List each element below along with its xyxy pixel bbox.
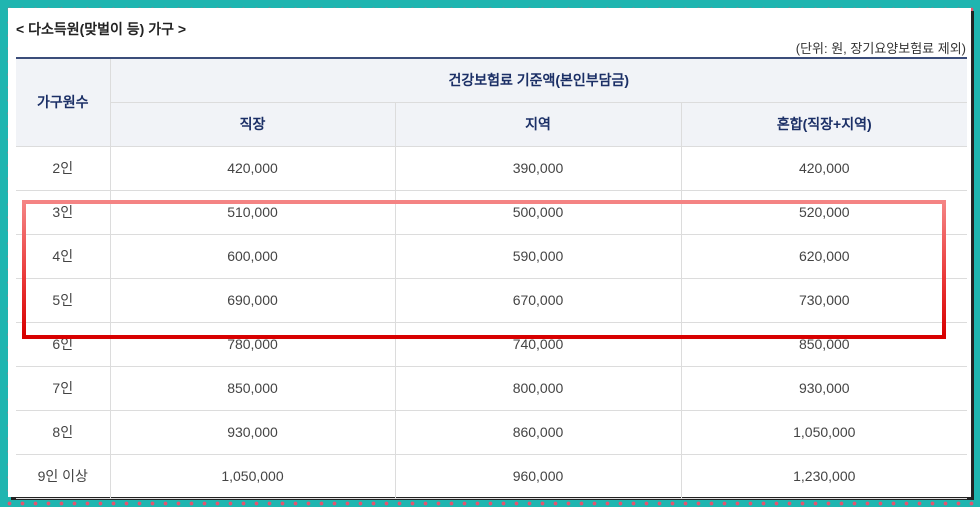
cell-household-size: 6인 [16, 322, 111, 367]
cell-household-size: 3인 [16, 190, 111, 235]
cell-region: 960,000 [395, 454, 682, 499]
cell-region: 860,000 [395, 410, 682, 455]
cell-workplace: 600,000 [110, 234, 396, 279]
page-title: < 다소득원(맞벌이 등) 가구 > [16, 21, 187, 37]
cell-household-size: 4인 [16, 234, 111, 279]
cell-workplace: 850,000 [110, 366, 396, 411]
cell-household-size: 8인 [16, 410, 111, 455]
cell-household-size: 2인 [16, 146, 111, 191]
cell-workplace: 420,000 [110, 146, 396, 191]
cell-region: 590,000 [395, 234, 682, 279]
cell-mixed: 730,000 [681, 278, 968, 323]
unit-note: (단위: 원, 장기요양보험료 제외) [795, 41, 966, 56]
premium-table: 가구원수 건강보험료 기준액(본인부담금) 직장 지역 혼합(직장+지역) 2인… [16, 59, 968, 499]
cell-region: 800,000 [395, 366, 682, 411]
cell-mixed: 420,000 [681, 146, 968, 191]
table-row: 9인 이상 1,050,000 960,000 1,230,000 [16, 454, 968, 499]
cell-mixed: 520,000 [681, 190, 968, 235]
cell-mixed: 1,230,000 [681, 454, 968, 499]
table-row: 5인 690,000 670,000 730,000 [16, 278, 968, 323]
cell-mixed: 1,050,000 [681, 410, 968, 455]
header-region: 지역 [395, 102, 682, 147]
header-mixed: 혼합(직장+지역) [681, 102, 968, 147]
cell-workplace: 780,000 [110, 322, 396, 367]
cell-household-size: 9인 이상 [16, 454, 111, 499]
cell-household-size: 5인 [16, 278, 111, 323]
header-workplace: 직장 [110, 102, 396, 147]
content-card: < 다소득원(맞벌이 등) 가구 > (단위: 원, 장기요양보험료 제외) 가… [8, 8, 971, 499]
header-premium-group: 건강보험료 기준액(본인부담금) [110, 59, 968, 103]
cell-region: 390,000 [395, 146, 682, 191]
header-divider [16, 57, 967, 59]
header-household-size: 가구원수 [16, 59, 111, 147]
table-row: 8인 930,000 860,000 1,050,000 [16, 410, 968, 455]
cell-workplace: 690,000 [110, 278, 396, 323]
cell-household-size: 7인 [16, 366, 111, 411]
cell-workplace: 510,000 [110, 190, 396, 235]
cell-mixed: 850,000 [681, 322, 968, 367]
cell-region: 740,000 [395, 322, 682, 367]
table-row: 4인 600,000 590,000 620,000 [16, 234, 968, 279]
table-row: 6인 780,000 740,000 850,000 [16, 322, 968, 367]
cell-workplace: 930,000 [110, 410, 396, 455]
table-row: 7인 850,000 800,000 930,000 [16, 366, 968, 411]
cell-workplace: 1,050,000 [110, 454, 396, 499]
cell-mixed: 930,000 [681, 366, 968, 411]
cell-mixed: 620,000 [681, 234, 968, 279]
table-row: 3인 510,000 500,000 520,000 [16, 190, 968, 235]
cell-region: 500,000 [395, 190, 682, 235]
cell-region: 670,000 [395, 278, 682, 323]
table-row: 2인 420,000 390,000 420,000 [16, 146, 968, 191]
